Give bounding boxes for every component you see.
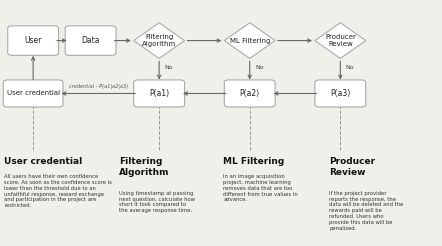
FancyBboxPatch shape [3,80,63,107]
Text: In an image acquisition
project, machine learning
removes data that are too
diff: In an image acquisition project, machine… [223,174,298,202]
Text: Filtering
Algorithm: Filtering Algorithm [119,157,170,177]
Text: If the project provider
reports the response, the
data will be deleted and the
r: If the project provider reports the resp… [329,191,404,231]
Text: Using timestamp at passing
next question, calculate how
short it took compared t: Using timestamp at passing next question… [119,191,195,213]
Text: User credential: User credential [4,157,83,167]
FancyBboxPatch shape [8,26,59,55]
Text: User credential: User credential [7,91,60,96]
Text: No: No [164,65,173,70]
Text: P(a3): P(a3) [330,89,351,98]
Text: P(a2): P(a2) [240,89,260,98]
FancyBboxPatch shape [65,26,116,55]
Text: Filtering
Algorithm: Filtering Algorithm [142,34,176,47]
FancyBboxPatch shape [224,80,275,107]
Text: All users have their own confidence
score. As soon as the confidence score is
lo: All users have their own confidence scor… [4,174,112,208]
FancyBboxPatch shape [315,80,366,107]
Text: No: No [346,65,354,70]
Text: User: User [24,36,42,45]
FancyBboxPatch shape [133,80,185,107]
Text: P(a1): P(a1) [149,89,169,98]
Text: credential - P(a1|a2|a3): credential - P(a1|a2|a3) [69,84,128,89]
Polygon shape [133,23,185,58]
Text: Data: Data [81,36,100,45]
Text: Producer
Review: Producer Review [329,157,375,177]
Polygon shape [315,23,366,58]
Text: Producer
Review: Producer Review [325,34,356,47]
Text: ML Filtering: ML Filtering [229,38,270,44]
Text: ML Filtering: ML Filtering [223,157,285,167]
Text: No: No [255,65,264,70]
Polygon shape [224,23,275,58]
